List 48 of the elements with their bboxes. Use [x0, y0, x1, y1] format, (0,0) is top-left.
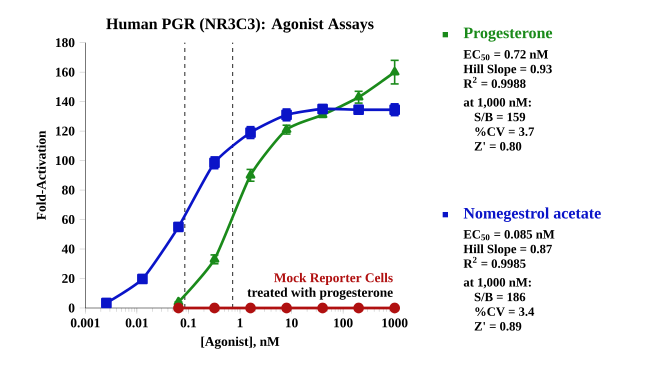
y-tick-label: 140 [56, 97, 74, 106]
chart-title: Human PGR (NR3C3): Agonist Assays [106, 18, 374, 33]
y-tick-label: 180 [56, 38, 74, 48]
text: Hill Slope = 0.87 [464, 244, 552, 256]
x-tick-label: 1 [238, 318, 243, 328]
point [209, 302, 220, 314]
point [173, 302, 184, 314]
legend-label: Nomegestrol acetate [464, 207, 601, 222]
x-axis-title: [Agonist], nM [201, 336, 280, 349]
text: S/B = 186 [474, 292, 526, 302]
y-tick-label: 20 [62, 274, 74, 283]
x-tick-label: 0.001 [70, 318, 100, 328]
x-tick-label: 100 [334, 318, 353, 328]
text: Z' = 0.89 [474, 322, 522, 331]
text: at 1,000 nM: [464, 98, 531, 108]
series-label: Mock Reporter Cells [274, 272, 393, 285]
legend-label: Progesterone [464, 28, 552, 42]
point [246, 170, 256, 179]
y-axis-title: Fold-Activation [36, 130, 46, 220]
text: at 1,000 nM: [464, 278, 531, 288]
text: %CV = 3.7 [475, 127, 534, 136]
y-tick-label: 80 [62, 186, 74, 195]
text: EC$_{50}$ = 0.085 nM [464, 230, 554, 240]
point [390, 66, 400, 76]
x-tick-label: 1000 [382, 318, 408, 328]
point [354, 92, 364, 101]
x-tick-label: 0.1 [180, 318, 196, 328]
x-tick-label: 0.01 [126, 318, 148, 328]
point [281, 302, 292, 314]
annotation: treated with progesterone [247, 288, 393, 300]
y-tick-label: 100 [56, 156, 74, 166]
text: Hill Slope = 0.93 [464, 64, 552, 76]
y-tick-label: 60 [62, 215, 74, 224]
y-tick-label: 0 [68, 303, 74, 312]
text: R$^{2}$ = 0.9985 [464, 256, 526, 268]
text: %CV = 3.4 [475, 307, 534, 316]
point [245, 302, 256, 314]
point [317, 302, 328, 314]
y-tick-label: 160 [56, 68, 74, 77]
y-tick-label: 40 [62, 244, 74, 254]
point [389, 302, 400, 314]
text: EC$_{50}$ = 0.72 nM [464, 50, 548, 60]
point [353, 302, 364, 314]
text: R$^{2}$ = 0.9988 [464, 76, 526, 88]
y-tick-label: 120 [56, 126, 74, 136]
x-tick-label: 10 [286, 318, 298, 328]
text: S/B = 159 [474, 112, 526, 122]
text: Z' = 0.80 [474, 142, 522, 151]
